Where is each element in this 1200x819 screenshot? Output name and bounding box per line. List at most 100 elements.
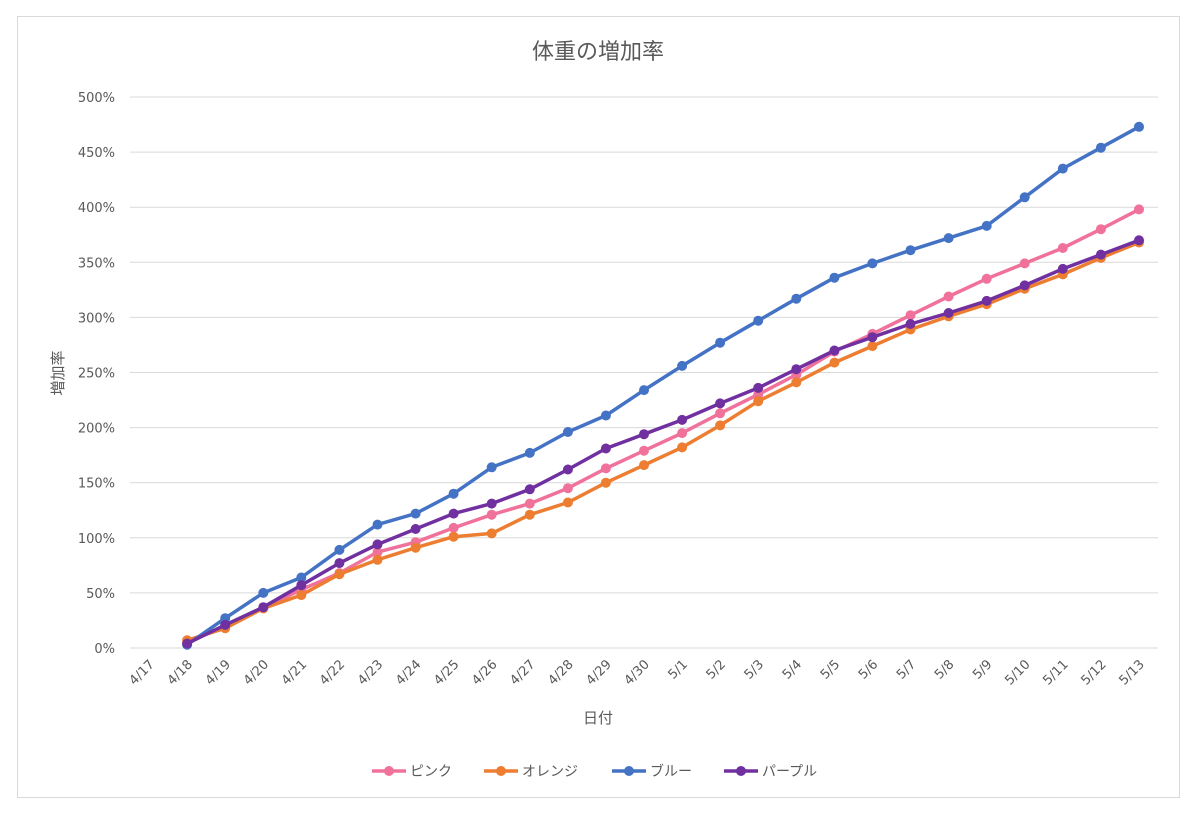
x-tick-label: 5/3 (742, 657, 767, 682)
x-tick-label: 5/9 (970, 657, 995, 682)
data-point (639, 385, 649, 396)
data-point (486, 462, 497, 473)
data-point (524, 498, 535, 509)
x-tick-label: 5/2 (704, 657, 729, 682)
legend-label: ブルー (650, 763, 692, 780)
y-tick-label: 500% (78, 91, 115, 106)
x-tick-label: 4/25 (431, 657, 462, 688)
legend-marker (736, 766, 746, 776)
series-line (186, 125, 1140, 647)
data-point (1057, 163, 1068, 174)
data-point (296, 572, 307, 583)
data-point (677, 414, 688, 425)
data-point (791, 293, 802, 304)
data-point (296, 590, 307, 601)
y-tick-label: 50% (86, 587, 115, 602)
y-tick-label: 450% (78, 146, 115, 161)
data-point (448, 508, 459, 519)
data-point (639, 445, 649, 456)
chart-frame (17, 16, 1180, 798)
legend-marker (384, 766, 394, 776)
data-point (677, 360, 688, 371)
data-point (753, 315, 764, 326)
legend-marker (496, 766, 506, 776)
data-point (1019, 280, 1030, 291)
x-tick-label: 4/19 (203, 657, 234, 688)
grid-lines (130, 96, 1158, 649)
x-tick-label: 4/24 (393, 657, 424, 688)
data-point (600, 477, 611, 488)
data-point (600, 410, 611, 421)
x-tick-label: 4/23 (355, 657, 386, 688)
legend: ピンク オレンジ ブルー パープル (372, 763, 817, 780)
series-line (186, 240, 1140, 642)
data-point (905, 245, 916, 256)
series-line (186, 238, 1140, 646)
series-4 (182, 235, 1144, 649)
y-tick-label: 350% (78, 256, 115, 271)
data-point (372, 539, 383, 550)
data-point (258, 602, 269, 613)
data-point (1057, 263, 1068, 274)
data-point (1095, 249, 1106, 260)
series-line (186, 207, 1140, 645)
data-point (1134, 235, 1144, 246)
x-tick-label: 4/18 (165, 657, 196, 688)
x-tick-label: 4/21 (279, 657, 310, 688)
x-tick-label: 4/26 (469, 657, 500, 688)
data-point (600, 443, 611, 454)
series-3 (182, 121, 1144, 650)
legend-label: ピンク (410, 764, 452, 780)
x-tick-label: 5/8 (932, 657, 957, 682)
x-axis-ticks: 4/17 4/18 4/19 4/20 4/21 4/22 4/23 4/24 4/25 4/26… (127, 657, 1148, 688)
data-point (943, 233, 954, 244)
data-point (600, 463, 611, 474)
chart-title: 体重の増加率 (532, 40, 664, 65)
data-point (524, 509, 535, 520)
data-point (296, 580, 307, 591)
data-point (448, 488, 459, 499)
data-point (372, 519, 383, 530)
data-point (1057, 243, 1068, 253)
x-tick-label: 5/10 (1002, 657, 1033, 688)
data-point (981, 220, 992, 231)
data-point (981, 295, 992, 306)
legend-label: パープル (762, 764, 817, 780)
x-tick-label: 4/20 (241, 657, 272, 688)
x-tick-label: 4/29 (583, 657, 614, 688)
data-point (410, 524, 421, 534)
x-tick-label: 5/4 (780, 657, 805, 682)
y-axis-ticks: 0% 50% 100% 150% 200% 250% 300% 350% 400% 450% 500… (78, 91, 115, 657)
data-point (677, 428, 688, 439)
data-point (334, 558, 345, 569)
x-tick-label: 4/22 (317, 657, 348, 688)
data-point (867, 341, 878, 352)
data-point (905, 319, 916, 329)
x-tick-label: 5/5 (818, 657, 843, 682)
y-tick-label: 200% (78, 422, 115, 437)
data-point (867, 332, 878, 343)
data-point (524, 447, 535, 458)
data-point (1095, 142, 1106, 153)
y-tick-label: 0% (94, 642, 115, 657)
data-point (334, 569, 345, 580)
x-tick-label: 5/11 (1040, 657, 1071, 688)
data-point (410, 508, 421, 519)
data-point (1134, 204, 1144, 215)
data-point (486, 509, 497, 520)
data-point (334, 544, 345, 555)
data-point (829, 345, 840, 356)
data-point (524, 484, 535, 495)
data-point (1019, 258, 1030, 269)
data-point (410, 542, 421, 553)
data-point (905, 310, 916, 321)
data-point (258, 587, 269, 598)
y-tick-label: 300% (78, 311, 115, 326)
data-point (981, 273, 992, 284)
data-point (943, 291, 954, 302)
data-point (677, 442, 688, 453)
series-group (182, 121, 1144, 650)
data-point (1095, 224, 1106, 235)
y-tick-label: 250% (78, 367, 115, 382)
